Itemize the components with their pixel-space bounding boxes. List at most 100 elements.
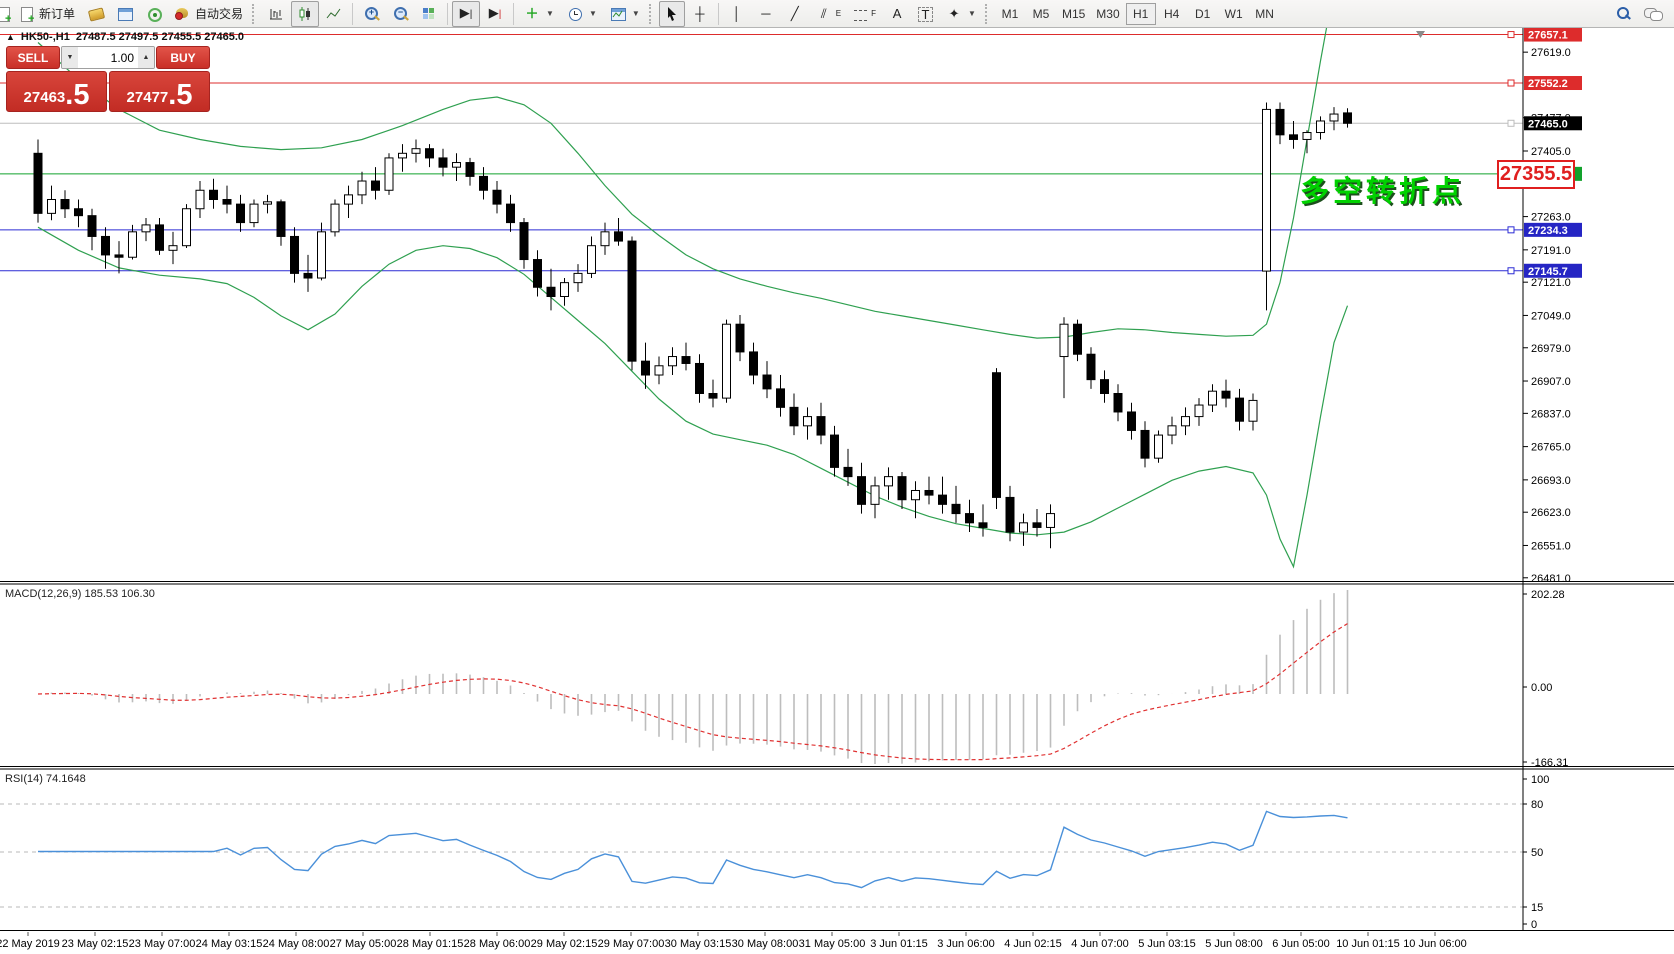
volume-increase-button[interactable]: ▲ [138,47,154,68]
timeframe-h1[interactable]: H1 [1125,2,1156,25]
text-button[interactable]: A [883,1,911,27]
timeframe-m5[interactable]: M5 [1026,3,1056,25]
timeframe-w1[interactable]: W1 [1219,3,1249,25]
volume-decrease-button[interactable]: ▼ [62,47,78,68]
timeframe-d1[interactable]: D1 [1188,3,1218,25]
new-order-button[interactable]: + 新订单 [13,1,81,27]
chart-shift-icon: ▶| [488,4,502,20]
signals-icon [146,6,163,22]
equidistant-channel-icon: ⫽ [820,5,827,21]
arrows-icon: ✦ [948,5,960,21]
line-chart-icon [326,8,341,18]
text-label-button[interactable]: T [912,1,939,27]
deposit-button[interactable] [82,1,110,27]
sell-price-main: 27463 [23,89,66,106]
timeframe-mn[interactable]: MN [1250,3,1280,25]
market-watch-icon [117,6,134,22]
svg-text:28 May 06:00: 28 May 06:00 [464,938,531,950]
periods-button[interactable]: ▼ [561,1,603,27]
timeframe-m1[interactable]: M1 [995,3,1025,25]
pane-frame [0,28,1674,931]
equidistant-channel-button[interactable]: ⫽ E [810,1,847,27]
svg-text:27 May 05:00: 27 May 05:00 [330,938,397,950]
tile-windows-button[interactable] [415,1,443,27]
timeframe-h4[interactable]: H4 [1157,3,1187,25]
bar-chart-button[interactable] [262,1,290,27]
toolbar-drag-handle [648,3,656,24]
auto-scroll-button[interactable]: ▶| [452,0,481,27]
svg-text:10 Jun 06:00: 10 Jun 06:00 [1403,938,1467,950]
timeframe-m15[interactable]: M15 [1057,3,1090,25]
svg-text:30 May 03:15: 30 May 03:15 [665,938,732,950]
svg-text:3 Jun 06:00: 3 Jun 06:00 [937,938,995,950]
chevron-down-icon: ▼ [968,9,976,18]
text-label-icon: T [918,6,934,22]
buy-button[interactable]: BUY [156,46,210,69]
sell-button[interactable]: SELL [6,46,60,69]
chart-title: ▲ HK50-,H1 27487.5 27497.5 27455.5 27465… [6,31,244,43]
svg-text:26551.0: 26551.0 [1531,540,1571,552]
templates-button[interactable]: ▼ [604,1,646,27]
cursor-button[interactable] [658,0,685,27]
chart-annotation-text: 多空转折点 [1300,176,1466,208]
text-icon: A [892,5,902,21]
one-click-trading-panel: SELL ▼ ▲ BUY 27463.5 27477.5 [6,46,210,112]
toolbar-drag-handle [252,3,259,24]
svg-text:23 May 02:15: 23 May 02:15 [62,938,129,950]
crosshair-button[interactable]: ┼ [686,1,714,27]
zoom-out-button[interactable]: − [386,1,414,27]
rsi-indicator-label: RSI(14) 74.1648 [5,773,86,785]
macd-layer [37,590,1349,764]
toolbar-separator [352,2,354,25]
fibo-suffix: F [871,9,877,18]
time-axis[interactable]: 22 May 2019 23 May 02:15 23 May 07:00 24 Ma… [0,932,1467,950]
zoom-in-button[interactable]: + [357,1,385,27]
svg-text:100: 100 [1531,774,1549,786]
price-callout-box[interactable]: 27355.5 [1497,160,1575,189]
chart-shift-button[interactable]: ▶| [481,1,509,27]
arrows-button[interactable]: ✦ ▼ [940,1,982,27]
chevron-down-icon: ▼ [631,9,640,18]
market-watch-button[interactable] [111,1,139,27]
new-order-label: 新订单 [39,7,76,21]
macd-indicator-label: MACD(12,26,9) 185.53 106.30 [5,588,155,600]
sell-price-display[interactable]: 27463.5 [6,71,107,112]
volume-input[interactable] [78,47,138,68]
svg-text:27263.0: 27263.0 [1531,212,1571,224]
line-chart-button[interactable] [320,1,348,27]
volume-spinner: ▼ ▲ [61,46,155,69]
search-button[interactable] [1611,1,1637,27]
toolbar-separator [717,2,719,25]
autotrading-button[interactable]: 自动交易 [169,1,249,27]
svg-text:30 May 08:00: 30 May 08:00 [732,938,799,950]
main-toolbar: + + 新订单 自动交易 + − ▶| ▶| ＋ ▼ ▼ [0,0,1674,28]
svg-text:26907.0: 26907.0 [1531,376,1571,388]
svg-text:26765.0: 26765.0 [1531,442,1571,454]
svg-text:-166.31: -166.31 [1531,757,1568,769]
candlestick-chart-button[interactable] [291,0,320,27]
signals-button[interactable] [140,1,168,27]
horizontal-levels-layer [0,31,1523,275]
vertical-line-button[interactable]: │ [723,1,751,27]
fibonacci-icon [854,9,868,21]
toolbar-separator [513,2,515,25]
indicators-button[interactable]: ＋ ▼ [518,1,560,27]
new-order-icon: + [19,6,35,24]
chat-button[interactable] [1638,1,1668,27]
horizontal-line-button[interactable]: ─ [752,1,780,27]
trendline-button[interactable]: ╱ [781,1,809,27]
svg-text:24 May 08:00: 24 May 08:00 [263,938,330,950]
fibonacci-button[interactable]: F [848,1,882,27]
svg-text:27145.7: 27145.7 [1528,266,1568,278]
svg-text:27049.0: 27049.0 [1531,310,1571,322]
chevron-down-icon: ▼ [588,9,597,18]
buy-price-display[interactable]: 27477.5 [109,71,210,112]
autotrading-icon [175,6,191,22]
autotrading-label: 自动交易 [195,7,244,21]
svg-text:4 Jun 02:15: 4 Jun 02:15 [1004,938,1062,950]
timeframe-m30[interactable]: M30 [1091,3,1124,25]
template-icon [610,6,626,22]
svg-text:10 Jun 01:15: 10 Jun 01:15 [1336,938,1400,950]
svg-text:26623.0: 26623.0 [1531,507,1571,519]
